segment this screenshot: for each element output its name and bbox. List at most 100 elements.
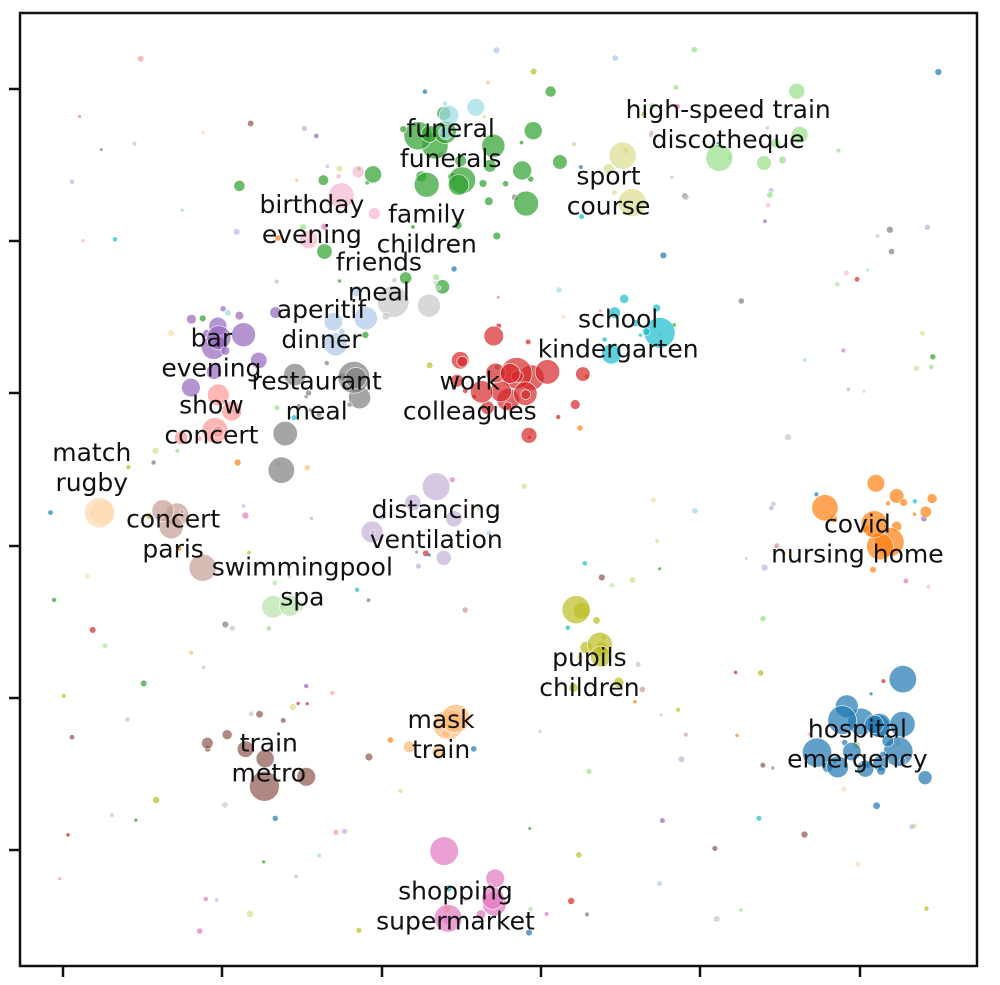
background-point [639, 686, 646, 693]
cluster-label-line: birthday [260, 190, 365, 219]
background-point [274, 279, 279, 284]
cluster-point-high-speed-train [770, 137, 781, 149]
cluster-label-line: discotheque [652, 125, 805, 154]
background-point [242, 512, 249, 519]
cluster-label-shopping: shopping supermarket [376, 876, 535, 935]
background-point [176, 546, 182, 551]
cluster-point-hospital [860, 760, 866, 766]
cluster-point-work [524, 338, 532, 346]
background-point [586, 768, 592, 775]
cluster-point-distancing [435, 550, 452, 566]
background-point [774, 543, 780, 549]
background-point [841, 786, 847, 792]
background-point [482, 115, 486, 119]
cluster-label-aperitif: aperitif dinner [277, 295, 368, 354]
cluster-point-hospital [856, 759, 875, 778]
background-point [926, 584, 931, 589]
cluster-point-distancing [421, 472, 451, 501]
background-point [502, 180, 509, 187]
cluster-point-covid [811, 494, 839, 522]
background-point [112, 236, 118, 242]
cluster-point-hospital [879, 750, 887, 758]
background-point [137, 55, 144, 62]
cluster-point-hospital [917, 770, 933, 785]
cluster-label-line: colleagues [403, 396, 537, 425]
cluster-point-hospital [899, 757, 906, 764]
background-point [881, 679, 886, 684]
cluster-point-friends [436, 285, 442, 291]
background-point [924, 906, 929, 911]
background-point [175, 448, 180, 453]
cluster-label-line: family [388, 200, 465, 229]
background-point [869, 692, 873, 696]
cluster-label-line: restaurant [251, 366, 382, 395]
background-point [771, 766, 775, 770]
cluster-point-family [448, 174, 470, 196]
cluster-point-swimmingpool [279, 594, 301, 617]
cluster-point-work [483, 325, 504, 347]
cluster-point-school [619, 294, 630, 304]
background-point [735, 733, 739, 738]
cluster-point-show [195, 435, 203, 442]
background-point [496, 295, 500, 299]
cluster-label-line: mask [407, 705, 475, 734]
cluster-point-show [221, 400, 242, 422]
background-point [928, 364, 934, 370]
cluster-label-line: funeral [406, 114, 494, 143]
background-point [683, 194, 689, 201]
cluster-label-work: work colleagues [403, 366, 537, 425]
cluster-point-train [236, 740, 255, 758]
cluster-point-work [520, 427, 538, 444]
cluster-point-bar [219, 305, 227, 313]
cluster-point-friends [391, 277, 398, 284]
background-point [846, 387, 851, 392]
background-point [561, 314, 566, 319]
cluster-point-covid [919, 505, 932, 518]
cluster-label-friends: friends meal [336, 247, 422, 306]
background-point [203, 896, 209, 902]
background-point [612, 55, 619, 62]
background-point [274, 405, 280, 411]
background-point [214, 897, 219, 902]
background-point [356, 927, 362, 933]
background-point [576, 653, 584, 661]
cluster-point-work [503, 401, 513, 411]
background-point [486, 530, 492, 536]
cluster-label-line: bar [191, 324, 233, 353]
cluster-point-distancing [369, 529, 376, 535]
background-point [305, 197, 311, 204]
cluster-point-train [221, 729, 233, 740]
background-point [140, 680, 147, 687]
cluster-point-family [478, 179, 488, 188]
cluster-point-sport [608, 141, 637, 170]
cluster-point-covid [912, 511, 917, 517]
background-point [247, 120, 254, 127]
cluster-point-bar [186, 313, 197, 325]
cluster-point-shopping [462, 896, 468, 902]
background-point [313, 133, 319, 139]
background-point [854, 276, 860, 282]
background-point [565, 625, 571, 631]
background-point [641, 111, 647, 117]
cluster-point-birthday [328, 182, 355, 209]
cluster-point-bar [269, 306, 282, 319]
cluster-point-swimmingpool [286, 573, 292, 580]
cluster-point-birthday [299, 230, 319, 250]
background-point [493, 47, 500, 54]
cluster-point-family [399, 271, 413, 285]
cluster-point-work [570, 399, 581, 410]
cluster-point-hospital [864, 714, 884, 735]
cluster-point-work [499, 363, 521, 384]
background-point [146, 513, 152, 519]
cluster-point-shopping [433, 904, 463, 933]
background-point [61, 693, 66, 698]
cluster-point-covid [781, 550, 787, 556]
background-point [99, 148, 103, 152]
background-point [341, 828, 348, 835]
background-point [633, 699, 637, 704]
background-point [579, 214, 585, 220]
cluster-point-school [608, 306, 621, 319]
cluster-point-family [481, 133, 506, 158]
background-point [578, 165, 583, 170]
cluster-point-aperitif [323, 332, 348, 357]
